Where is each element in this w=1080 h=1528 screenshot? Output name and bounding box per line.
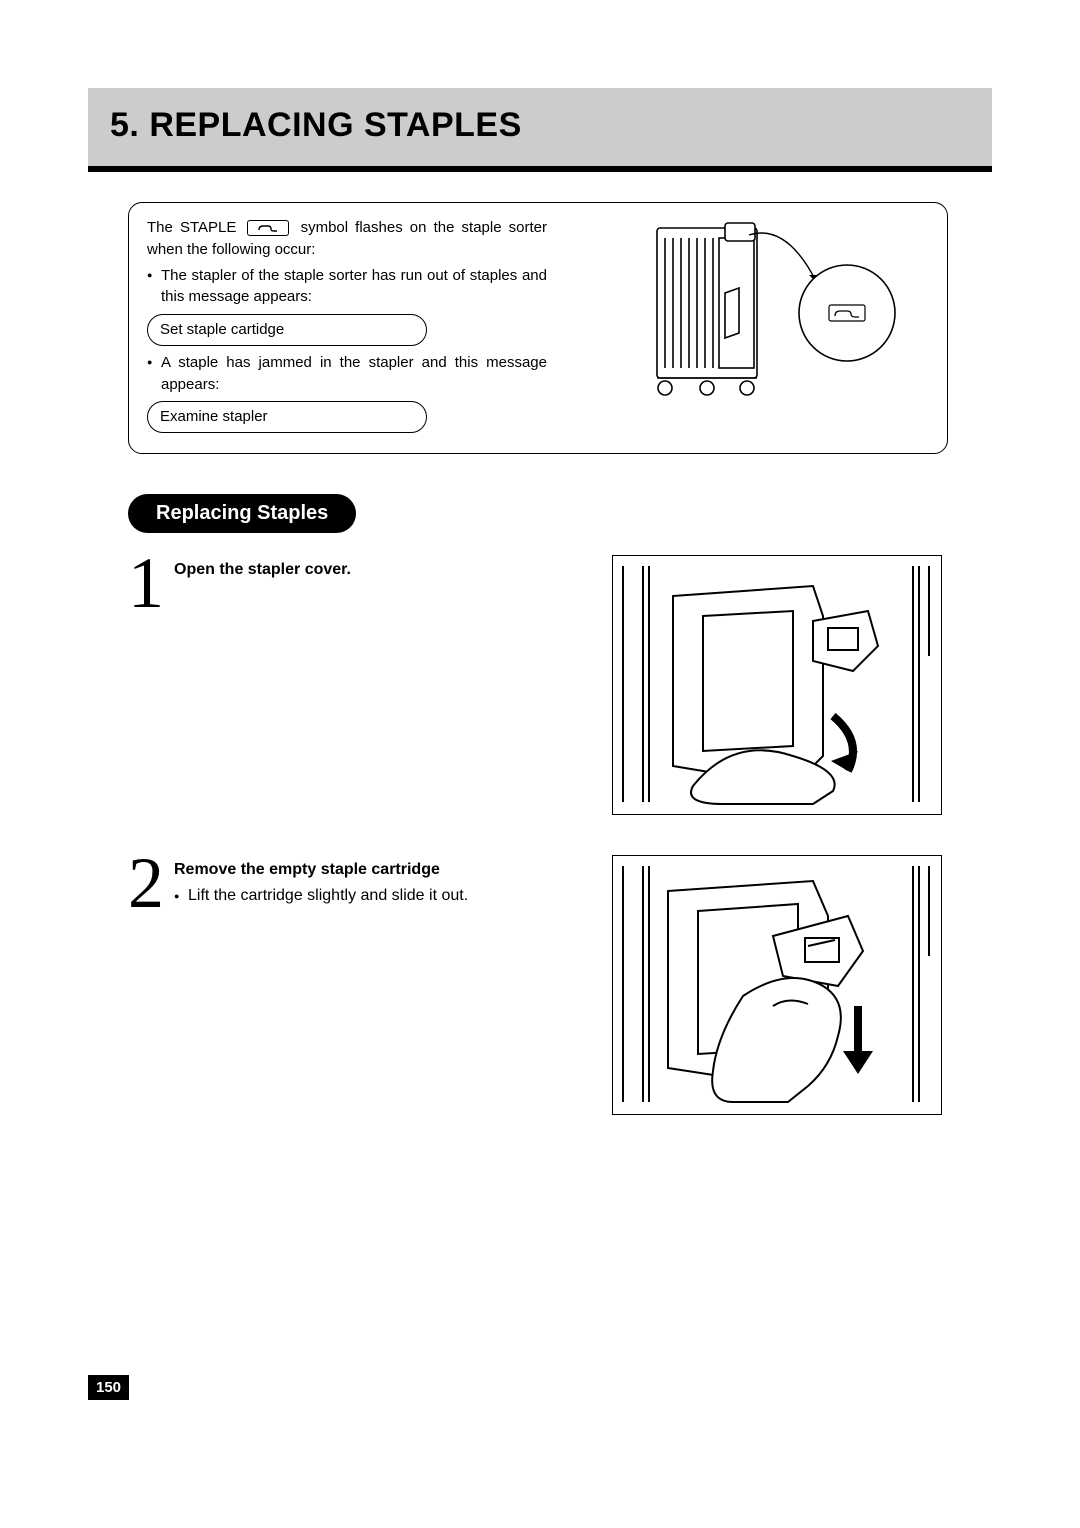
step-2-figure bbox=[612, 855, 942, 1115]
page-number: 150 bbox=[88, 1375, 129, 1400]
step-1: 1 Open the stapler cover. bbox=[128, 555, 948, 825]
step-1-title: Open the stapler cover. bbox=[174, 559, 588, 581]
manual-page: 5. REPLACING STAPLES The STAPLE symbol f… bbox=[88, 88, 992, 1125]
title-rule bbox=[88, 166, 992, 172]
section-title: Replacing Staples bbox=[156, 502, 328, 524]
step-2-title: Remove the empty staple cartridge bbox=[174, 859, 588, 881]
message-2: Examine stapler bbox=[147, 401, 427, 433]
intro-pre: The STAPLE bbox=[147, 219, 236, 236]
info-box: The STAPLE symbol flashes on the staple … bbox=[128, 202, 948, 454]
section-title-pill: Replacing Staples bbox=[128, 494, 356, 533]
info-bullet-2: A staple has jammed in the stapler and t… bbox=[147, 352, 547, 396]
info-bullet-1: The stapler of the staple sorter has run… bbox=[147, 265, 547, 309]
step-2-bullet-1: Lift the cartridge slightly and slide it… bbox=[174, 885, 588, 907]
message-1: Set staple cartidge bbox=[147, 314, 427, 346]
step-1-figure bbox=[612, 555, 942, 815]
chapter-title: 5. REPLACING STAPLES bbox=[88, 88, 992, 145]
info-diagram bbox=[617, 213, 907, 418]
chapter-banner: 5. REPLACING STAPLES bbox=[88, 88, 992, 166]
step-2: 2 Remove the empty staple cartridge Lift… bbox=[128, 855, 948, 1125]
chapter-title-text: REPLACING STAPLES bbox=[149, 106, 521, 144]
info-text-block: The STAPLE symbol flashes on the staple … bbox=[147, 217, 547, 433]
staple-icon bbox=[247, 220, 289, 236]
step-1-number: 1 bbox=[128, 555, 174, 613]
chapter-number: 5. bbox=[110, 106, 139, 144]
info-intro: The STAPLE symbol flashes on the staple … bbox=[147, 217, 547, 261]
step-2-number: 2 bbox=[128, 855, 174, 913]
